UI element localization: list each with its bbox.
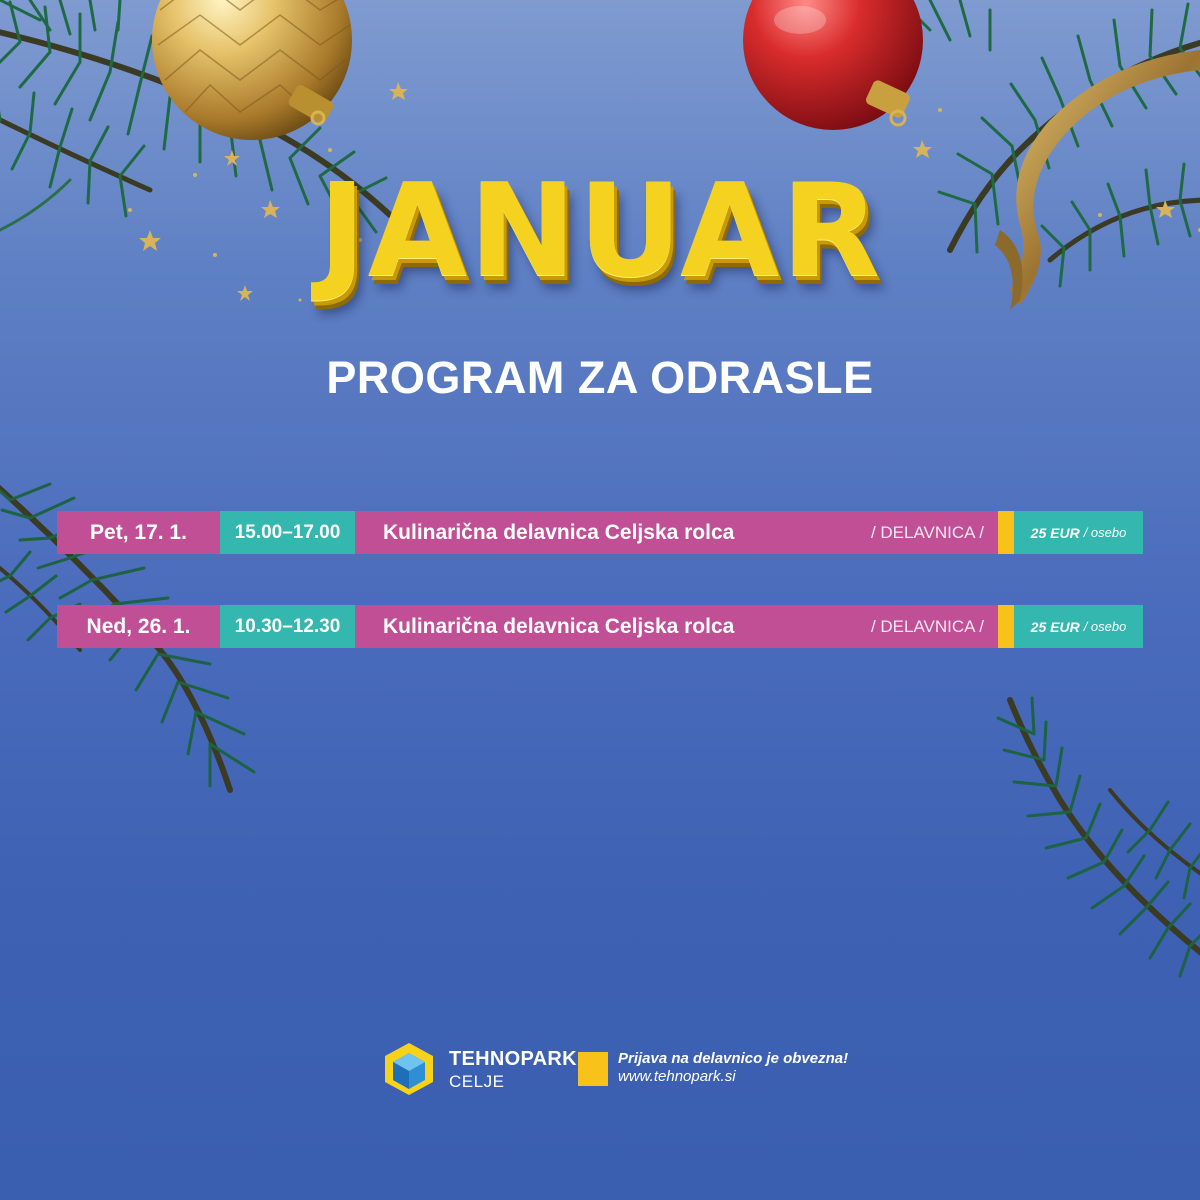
gold-ornament-icon <box>152 0 352 140</box>
page-title: JANUAR <box>318 157 882 306</box>
event-row: Pet, 17. 1. 15.00–17.00 Kulinarična dela… <box>57 511 1143 554</box>
event-time: 10.30–12.30 <box>220 605 355 648</box>
event-title-cell: Kulinarična delavnica Celjska rolca / DE… <box>355 605 998 648</box>
event-date: Ned, 26. 1. <box>57 605 220 648</box>
event-price: 25 EUR <box>1030 524 1080 541</box>
event-title-cell: Kulinarična delavnica Celjska rolca / DE… <box>355 511 998 554</box>
event-title: Kulinarična delavnica Celjska rolca <box>383 520 735 544</box>
event-price-cell: 25 EUR / osebo <box>1014 605 1143 648</box>
event-price-cell: 25 EUR / osebo <box>1014 511 1143 554</box>
event-price: 25 EUR <box>1030 618 1080 635</box>
page-subtitle: PROGRAM ZA ODRASLE <box>326 352 874 403</box>
brand-name: TEHNOPARK <box>449 1048 577 1070</box>
event-row: Ned, 26. 1. 10.30–12.30 Kulinarična dela… <box>57 605 1143 648</box>
website-link[interactable]: www.tehnopark.si <box>618 1068 736 1085</box>
event-date: Pet, 17. 1. <box>57 511 220 554</box>
star-icon <box>128 82 1200 302</box>
notice-marker <box>578 1052 608 1086</box>
brand-subtitle: CELJE <box>449 1072 505 1091</box>
event-price-unit: / osebo <box>1083 525 1127 540</box>
tehnopark-logo-icon <box>385 1043 433 1095</box>
event-type: / DELAVNICA / <box>870 522 984 542</box>
event-time: 15.00–17.00 <box>220 511 355 554</box>
event-price-unit: / osebo <box>1083 619 1127 634</box>
event-title: Kulinarična delavnica Celjska rolca <box>383 614 735 638</box>
gold-ribbon-icon <box>995 50 1200 310</box>
fir-branch-icon <box>996 696 1200 978</box>
event-type: / DELAVNICA / <box>870 616 984 636</box>
red-ornament-icon <box>743 0 923 130</box>
event-accent-bar <box>998 511 1014 554</box>
event-accent-bar <box>998 605 1014 648</box>
registration-notice: Prijava na delavnico je obvezna! <box>618 1050 849 1067</box>
